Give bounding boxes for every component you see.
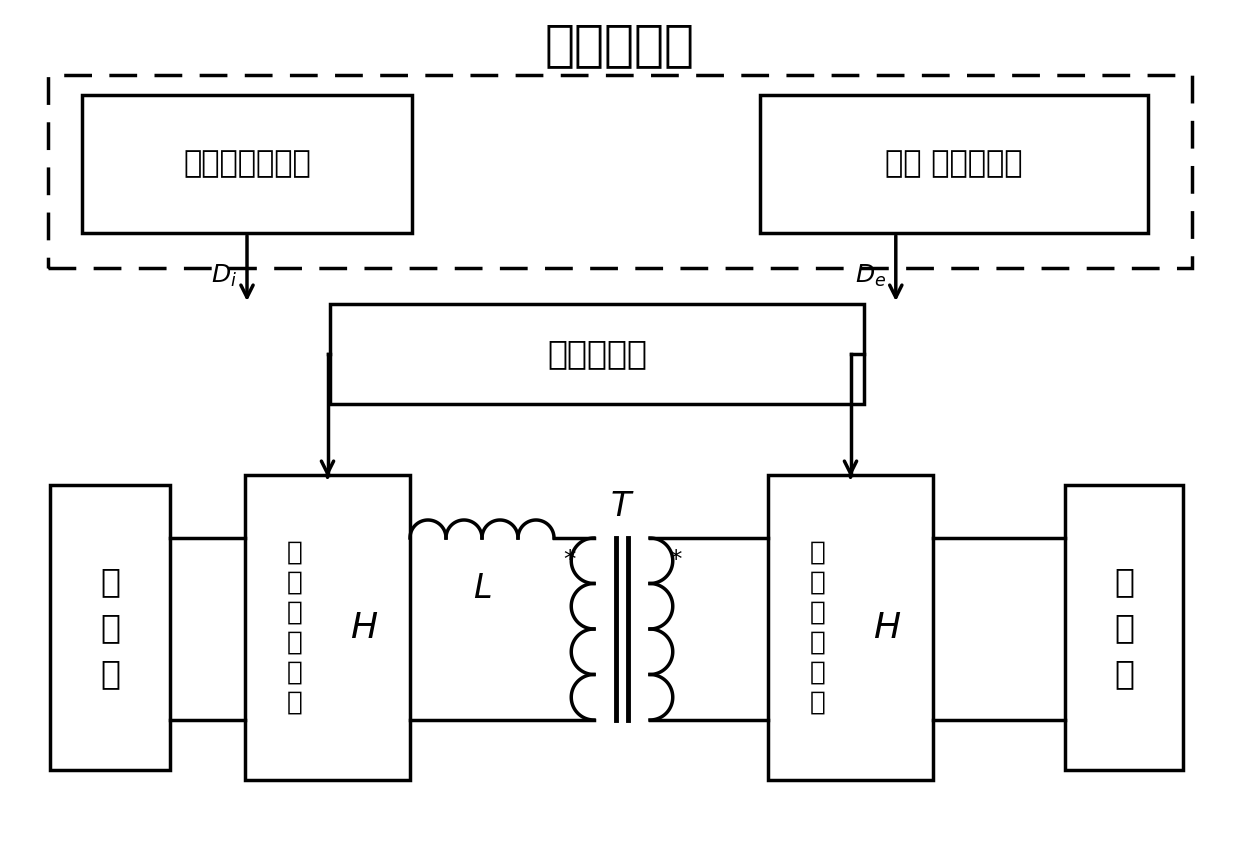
Text: $D_e$: $D_e$	[854, 263, 885, 288]
Bar	[82, 95, 412, 233]
Text: $L$: $L$	[472, 572, 491, 605]
Text: 输出 电压控制器: 输出 电压控制器	[885, 149, 1023, 178]
Text: 一
次
侧
桥
电
路: 一 次 侧 桥 电 路	[286, 539, 303, 716]
Bar	[48, 75, 1192, 268]
Text: *: *	[563, 548, 575, 572]
Text: 解耦控制器: 解耦控制器	[546, 21, 694, 69]
Text: 输入均压控制器: 输入均压控制器	[184, 149, 311, 178]
Text: 移相控制器: 移相控制器	[547, 338, 647, 371]
Text: $D_i$: $D_i$	[211, 263, 237, 288]
Bar	[768, 475, 932, 780]
Text: 低
压
侧: 低 压 侧	[1114, 565, 1135, 690]
Text: $T$: $T$	[610, 489, 635, 522]
Bar	[50, 485, 170, 770]
Bar	[330, 304, 864, 404]
Bar	[760, 95, 1148, 233]
Bar	[1065, 485, 1183, 770]
Text: H: H	[873, 611, 900, 644]
Text: 高
压
侧: 高 压 侧	[100, 565, 120, 690]
Text: H: H	[350, 611, 377, 644]
Bar	[246, 475, 410, 780]
Text: 二
次
侧
桥
电
路: 二 次 侧 桥 电 路	[810, 539, 826, 716]
Text: *: *	[668, 548, 681, 572]
